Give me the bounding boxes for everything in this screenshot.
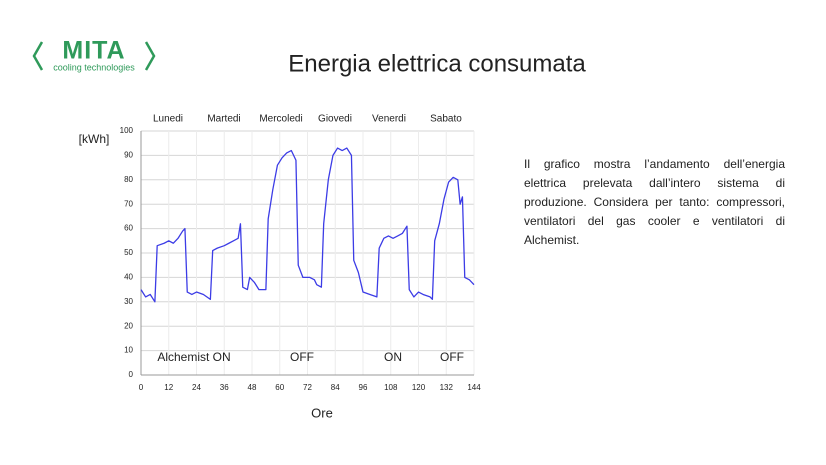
x-tick-label: 108 [384, 383, 398, 392]
x-tick-label: 12 [164, 383, 173, 392]
y-tick-label: 90 [124, 151, 133, 160]
data-line [140, 147, 475, 303]
x-tick-label: 0 [139, 383, 144, 392]
x-tick-label: 120 [412, 383, 426, 392]
y-tick-label: 40 [124, 273, 133, 282]
y-tick-label: 30 [124, 297, 133, 306]
annotation: ON [384, 350, 402, 364]
day-label: Martedi [207, 114, 240, 125]
y-tick-label: 50 [124, 248, 133, 257]
logo-bracket [144, 41, 156, 71]
chart-title: Energia elettrica consumata [288, 50, 586, 77]
annotation: OFF [440, 350, 464, 364]
x-tick-label: 36 [220, 383, 229, 392]
x-tick-label: 24 [192, 383, 201, 392]
logo-name: MITA [62, 37, 125, 65]
x-tick-label: 60 [275, 383, 284, 392]
day-label: Giovedi [318, 114, 352, 125]
logo-bracket [32, 41, 44, 71]
y-tick-label: 70 [124, 199, 133, 208]
day-label: Mercoledi [259, 114, 302, 125]
x-tick-label: 72 [303, 383, 312, 392]
x-tick-label: 84 [331, 383, 340, 392]
logo-tagline: cooling technologies [53, 62, 135, 72]
y-tick-label: 60 [124, 224, 133, 233]
x-tick-label: 48 [248, 383, 257, 392]
y-tick-label: 20 [124, 321, 133, 330]
x-axis-label: Ore [311, 405, 333, 420]
day-label: Sabato [430, 114, 462, 125]
day-label: Lunedi [153, 114, 183, 125]
x-tick-label: 144 [467, 383, 481, 392]
annotation: OFF [290, 350, 314, 364]
description: Il grafico mostra l’andamento dell’energ… [524, 157, 785, 247]
day-label: Venerdi [372, 114, 406, 125]
x-tick-label: 96 [359, 383, 368, 392]
y-tick-label: 100 [120, 126, 134, 135]
y-tick-label: 80 [124, 175, 133, 184]
y-tick-label: 0 [129, 370, 134, 379]
y-axis-label: [kWh] [79, 132, 110, 146]
y-tick-label: 10 [124, 346, 133, 355]
annotation: Alchemist ON [157, 350, 230, 364]
x-tick-label: 132 [440, 383, 454, 392]
